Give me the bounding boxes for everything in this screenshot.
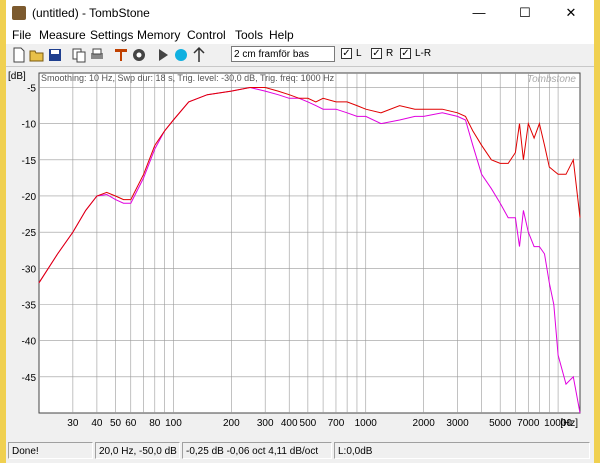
x-tick-label: 500: [300, 418, 317, 429]
response-curve-l: [38, 86, 581, 414]
x-tick-label: 60: [125, 418, 137, 429]
open-icon[interactable]: [28, 46, 46, 64]
maximize-button[interactable]: ☐: [519, 5, 531, 20]
y-tick-label: -45: [22, 373, 37, 384]
checkbox-lr[interactable]: ✓: [400, 48, 411, 59]
x-tick-label: 7000: [517, 418, 540, 429]
x-tick-label: 700: [328, 418, 345, 429]
menu-file[interactable]: File: [12, 28, 32, 42]
response-curve-r: [38, 87, 581, 284]
tombstone-app-icon: [12, 6, 26, 20]
y-tick-label: -20: [22, 192, 37, 203]
status-slope-readout: -0,25 dB -0,06 oct 4,11 dB/oct: [182, 442, 332, 459]
menu-control[interactable]: Control: [187, 28, 226, 42]
print-icon[interactable]: [88, 46, 106, 64]
play-icon[interactable]: [154, 46, 172, 64]
status-bar: Done! 20,0 Hz, -50,0 dB -0,25 dB -0,06 o…: [6, 440, 594, 463]
marker-icon[interactable]: [190, 46, 208, 64]
x-tick-label: 1000: [355, 418, 378, 429]
plot-area: [38, 72, 581, 414]
x-tick-label: 400: [281, 418, 298, 429]
y-tick-label: -35: [22, 300, 37, 311]
checkbox-r-label: R: [386, 48, 394, 59]
x-tick-label: 50: [110, 418, 122, 429]
settings-gear-icon[interactable]: [130, 46, 148, 64]
x-tick-label: 3000: [446, 418, 469, 429]
y-tick-label: -5: [27, 83, 36, 94]
measurement-info-text: Smoothing: 10 Hz, Swp dur: 18 s, Trig. l…: [41, 73, 335, 83]
close-button[interactable]: ✕: [565, 5, 577, 20]
y-tick-label: -15: [22, 156, 37, 167]
checkbox-l[interactable]: ✓: [341, 48, 352, 59]
x-tick-label: 30: [67, 418, 79, 429]
x-tick-label: 100: [165, 418, 182, 429]
y-axis-label: [dB]: [8, 71, 26, 82]
x-tick-label: 40: [91, 418, 103, 429]
x-tick-label: 80: [149, 418, 161, 429]
frequency-response-chart[interactable]: -5 -10 -15 -20 -25 -30 -35 -40 -45 30 40 50 60 80 100 2…: [6, 67, 594, 438]
checkbox-lr-label: L-R: [415, 48, 432, 59]
y-tick-label: -25: [22, 228, 37, 239]
title-bar[interactable]: (untitled) - TombStone — ☐ ✕: [6, 0, 594, 26]
x-tick-label: 200: [223, 418, 240, 429]
new-icon[interactable]: [10, 46, 28, 64]
status-cursor-readout: 20,0 Hz, -50,0 dB: [95, 442, 180, 459]
menu-help[interactable]: Help: [269, 28, 294, 42]
menu-tools[interactable]: Tools: [235, 28, 264, 42]
menu-memory[interactable]: Memory: [137, 28, 181, 42]
x-tick-label: 10000: [544, 418, 572, 429]
x-axis-label: [Hz]: [560, 418, 578, 429]
y-tick-label: -40: [22, 337, 37, 348]
y-tick-label: -10: [22, 120, 37, 131]
menu-bar: File Measure Settings Memory Control Too…: [6, 26, 594, 44]
menu-measure[interactable]: Measure: [39, 28, 86, 42]
x-tick-label: 2000: [413, 418, 436, 429]
copy-icon[interactable]: [70, 46, 88, 64]
x-tick-label: 300: [257, 418, 274, 429]
status-level-readout: L:0,0dB: [334, 442, 590, 459]
checkbox-r[interactable]: ✓: [371, 48, 382, 59]
y-tick-label: -30: [22, 264, 37, 275]
x-tick-label: 5000: [489, 418, 512, 429]
tombstone-watermark: Tombstone: [527, 74, 577, 85]
minimize-button[interactable]: —: [472, 5, 486, 20]
menu-settings[interactable]: Settings: [90, 28, 134, 42]
measurement-name-input[interactable]: [231, 46, 335, 62]
save-icon[interactable]: [46, 46, 64, 64]
window-title: (untitled) - TombStone: [32, 6, 150, 20]
checkbox-l-label: L: [356, 48, 362, 59]
plot-panel: -5 -10 -15 -20 -25 -30 -35 -40 -45 30 40 50 60 80 100 2…: [6, 67, 594, 438]
probe-icon[interactable]: [112, 46, 130, 64]
status-state: Done!: [8, 442, 93, 459]
app-window: (untitled) - TombStone — ☐ ✕ File Measur…: [6, 0, 594, 463]
record-icon[interactable]: [172, 46, 190, 64]
toolbar: ✓ L ✓ R ✓ L-R: [6, 44, 594, 67]
